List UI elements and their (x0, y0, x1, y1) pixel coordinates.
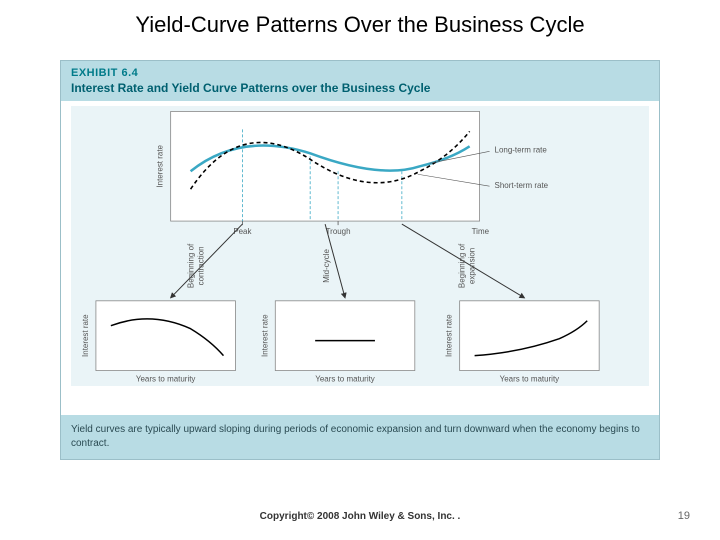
sub2-x: Years to maturity (500, 375, 560, 384)
arrow-label-0b: contraction (197, 246, 206, 285)
arrow-label-2a: Beginning of (458, 243, 467, 288)
chart-area: Interest rate Peak Trough Time (71, 106, 649, 386)
arrow-label-1: Mid-cycle (322, 249, 331, 283)
main-chart: Interest rate Peak Trough Time (156, 111, 549, 236)
sub-panel-0: Interest rate Years to maturity (81, 301, 235, 384)
arrow-label-0a: Beginning of (187, 243, 196, 288)
sub1-x: Years to maturity (315, 375, 375, 384)
sub-panel-1: Interest rate Years to maturity (260, 301, 414, 384)
exhibit-header: EXHIBIT 6.4 Interest Rate and Yield Curv… (61, 61, 659, 101)
legend-short: Short-term rate (495, 181, 549, 190)
main-y-label: Interest rate (156, 144, 165, 187)
exhibit-container: EXHIBIT 6.4 Interest Rate and Yield Curv… (60, 60, 660, 460)
exhibit-caption: Yield curves are typically upward slopin… (61, 415, 659, 459)
page-title: Yield-Curve Patterns Over the Business C… (0, 0, 720, 38)
tick-trough: Trough (326, 227, 351, 236)
diagram-svg: Interest rate Peak Trough Time (71, 106, 649, 386)
copyright-text: Copyright© 2008 John Wiley & Sons, Inc. … (0, 511, 720, 522)
tick-time: Time (472, 227, 490, 236)
sub0-y: Interest rate (81, 314, 90, 357)
arrow-label-2b: expansion (468, 248, 477, 284)
exhibit-number: EXHIBIT 6.4 (71, 67, 649, 79)
page-number: 19 (678, 510, 690, 522)
sub1-y: Interest rate (260, 314, 269, 357)
sub-panel-2: Interest rate Years to maturity (445, 301, 599, 384)
sub0-x: Years to maturity (136, 375, 196, 384)
sub2-y: Interest rate (445, 314, 454, 357)
tick-peak: Peak (233, 227, 251, 236)
legend-long: Long-term rate (495, 145, 548, 154)
exhibit-title: Interest Rate and Yield Curve Patterns o… (71, 81, 649, 95)
